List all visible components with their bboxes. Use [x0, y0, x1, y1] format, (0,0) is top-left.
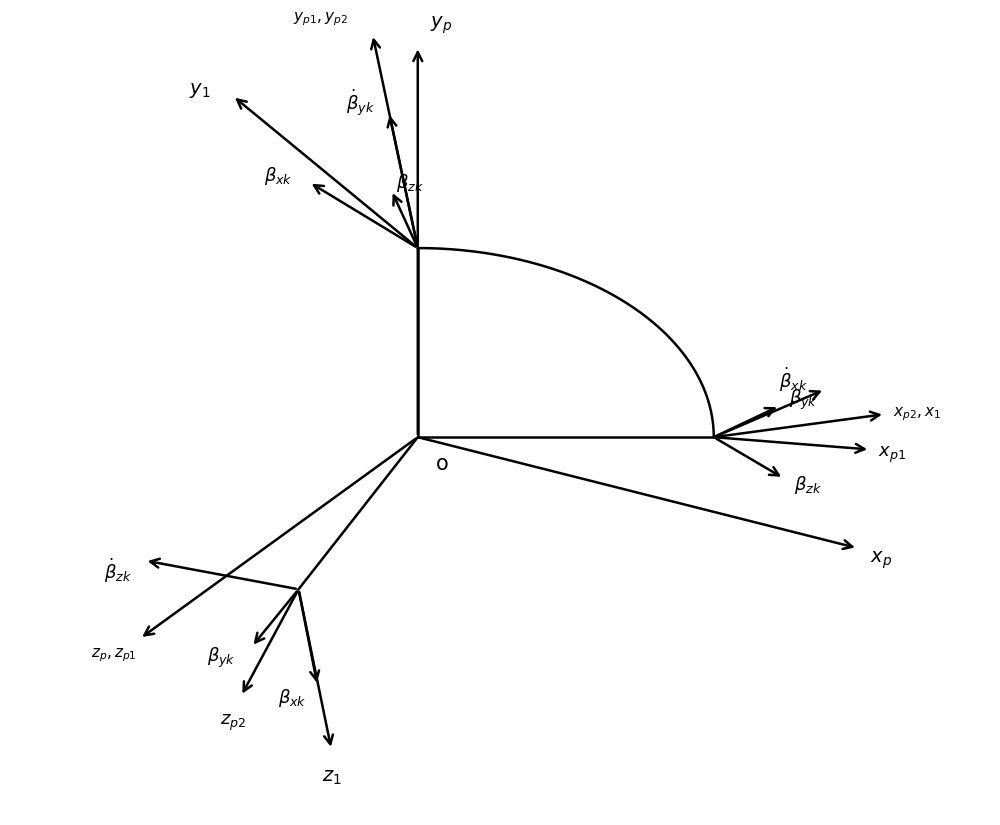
Text: $\beta_{zk}$: $\beta_{zk}$	[396, 172, 424, 194]
Text: $\beta_{yk}$: $\beta_{yk}$	[789, 388, 818, 412]
Text: $x_{p1}$: $x_{p1}$	[878, 446, 906, 465]
Text: o: o	[436, 454, 449, 474]
Text: $\beta_{xk}$: $\beta_{xk}$	[278, 686, 307, 709]
Text: $\beta_{yk}$: $\beta_{yk}$	[207, 645, 235, 670]
Text: $\dot{\beta}_{xk}$: $\dot{\beta}_{xk}$	[779, 365, 808, 394]
Text: $\dot{\beta}_{yk}$: $\dot{\beta}_{yk}$	[346, 87, 375, 118]
Text: $\beta_{xk}$: $\beta_{xk}$	[264, 165, 293, 186]
Text: $\beta_{zk}$: $\beta_{zk}$	[794, 474, 822, 496]
Text: $y_p$: $y_p$	[430, 14, 452, 36]
Text: $y_{p1},y_{p2}$: $y_{p1},y_{p2}$	[293, 10, 348, 28]
Text: $\dot{\beta}_{zk}$: $\dot{\beta}_{zk}$	[104, 557, 132, 585]
Text: $z_p,z_{p1}$: $z_p,z_{p1}$	[91, 646, 136, 664]
Text: $z_{p2}$: $z_{p2}$	[220, 713, 246, 733]
Text: $x_p$: $x_p$	[870, 549, 892, 571]
Text: $y_1$: $y_1$	[189, 81, 211, 100]
Text: $x_{p2}, x_1$: $x_{p2}, x_1$	[893, 405, 941, 423]
Text: $z_1$: $z_1$	[322, 768, 341, 787]
